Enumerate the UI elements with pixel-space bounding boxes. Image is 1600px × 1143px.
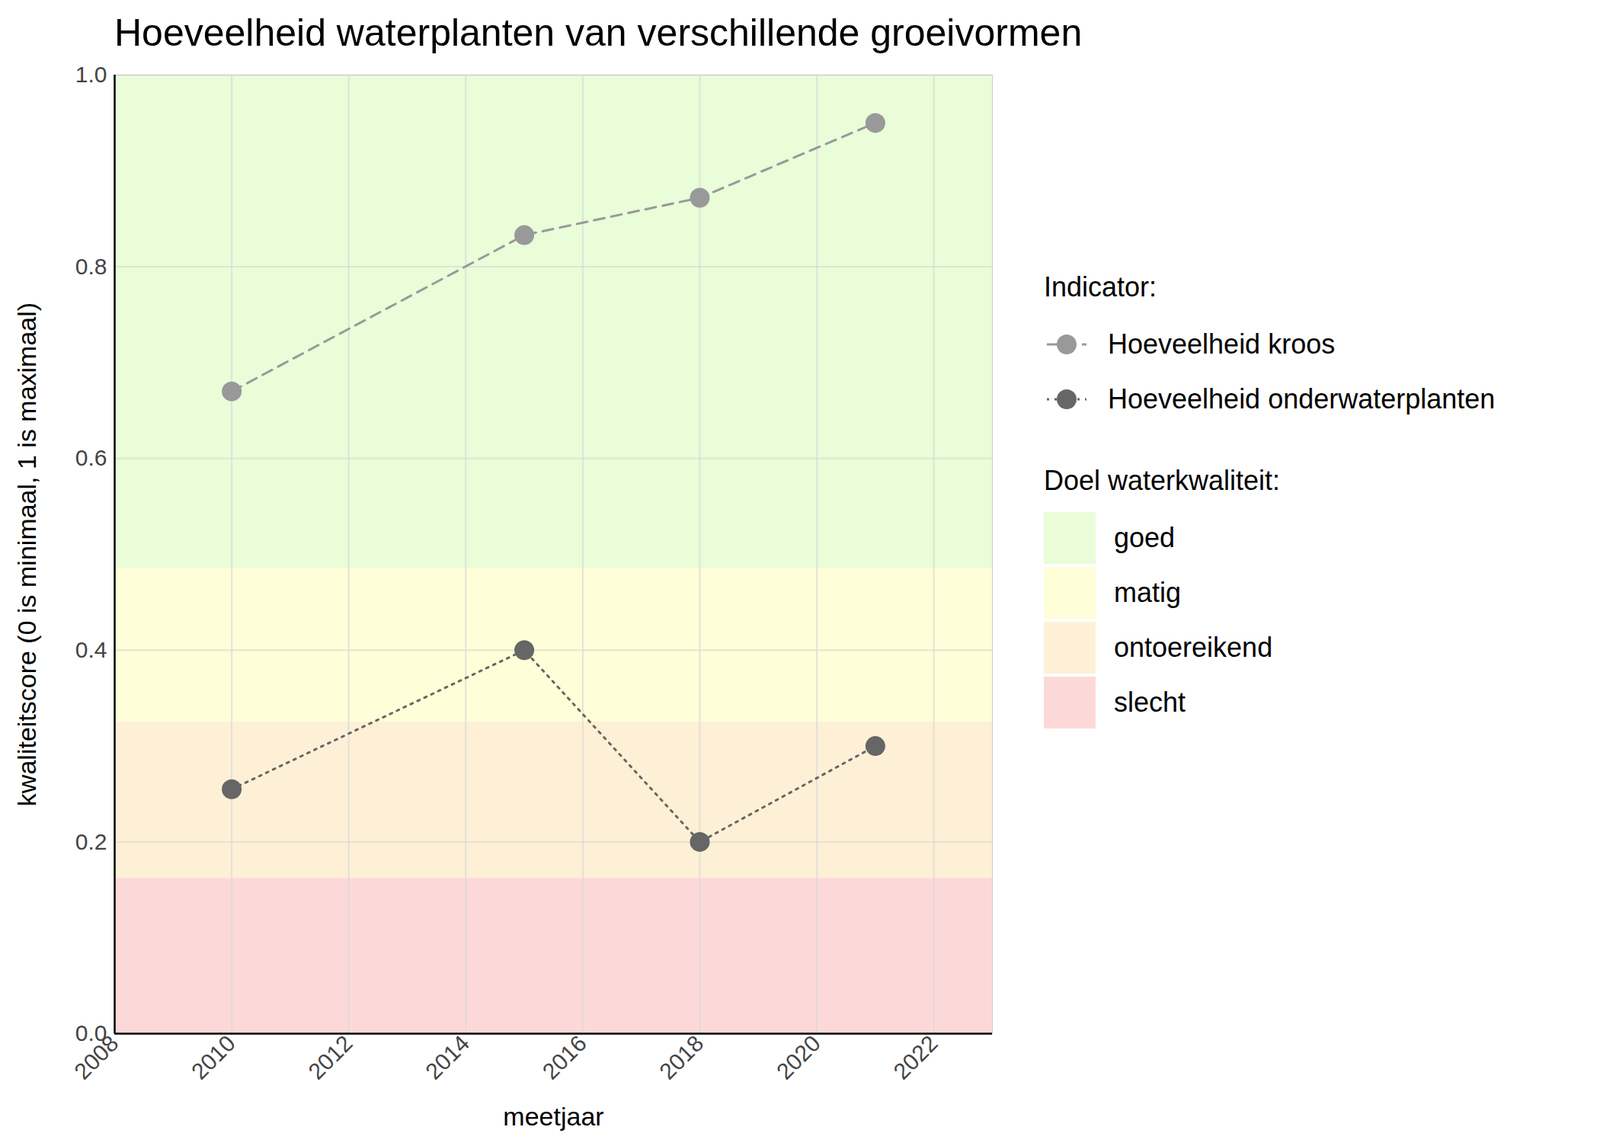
html-text:ontoereikend: ontoereikend — [1113, 631, 1273, 663]
html-text:Hoeveelheid kroos: Hoeveelheid kroos — [1107, 328, 1336, 360]
html-text:Doel waterkwaliteit:: Doel waterkwaliteit: — [1043, 464, 1281, 496]
svg-text:2012: 2012 — [303, 1030, 358, 1085]
html-text:Hoeveelheid onderwaterplanten: Hoeveelheid onderwaterplanten — [1107, 383, 1496, 415]
html-text:Indicator:: Indicator: — [1043, 271, 1157, 303]
svg-text:2022: 2022 — [888, 1030, 943, 1085]
svg-text:2016: 2016 — [537, 1030, 592, 1085]
html-text:slecht: slecht — [1113, 686, 1186, 718]
svg-text:1.0: 1.0 — [75, 61, 108, 87]
svg-text:meetjaar: meetjaar — [502, 1101, 604, 1131]
svg-text:0.4: 0.4 — [75, 636, 108, 663]
svg-text:2020: 2020 — [771, 1030, 826, 1085]
svg-text:2014: 2014 — [420, 1030, 475, 1085]
svg-text:0.0: 0.0 — [75, 1020, 108, 1046]
svg-text:0.2: 0.2 — [75, 828, 108, 855]
svg-text:2008: 2008 — [69, 1030, 124, 1085]
svg-text:kwaliteitscore (0 is minimaal,: kwaliteitscore (0 is minimaal, 1 is maxi… — [12, 302, 42, 807]
svg-text:0.6: 0.6 — [75, 444, 108, 471]
html-text:goed: goed — [1113, 521, 1175, 554]
svg-text:0.8: 0.8 — [75, 253, 108, 279]
svg-text:2018: 2018 — [654, 1030, 709, 1085]
html-text:Hoeveelheid waterplanten van v: Hoeveelheid waterplanten van verschillen… — [114, 11, 1083, 55]
svg-text:2010: 2010 — [186, 1030, 241, 1085]
html-text:matig: matig — [1113, 576, 1181, 608]
